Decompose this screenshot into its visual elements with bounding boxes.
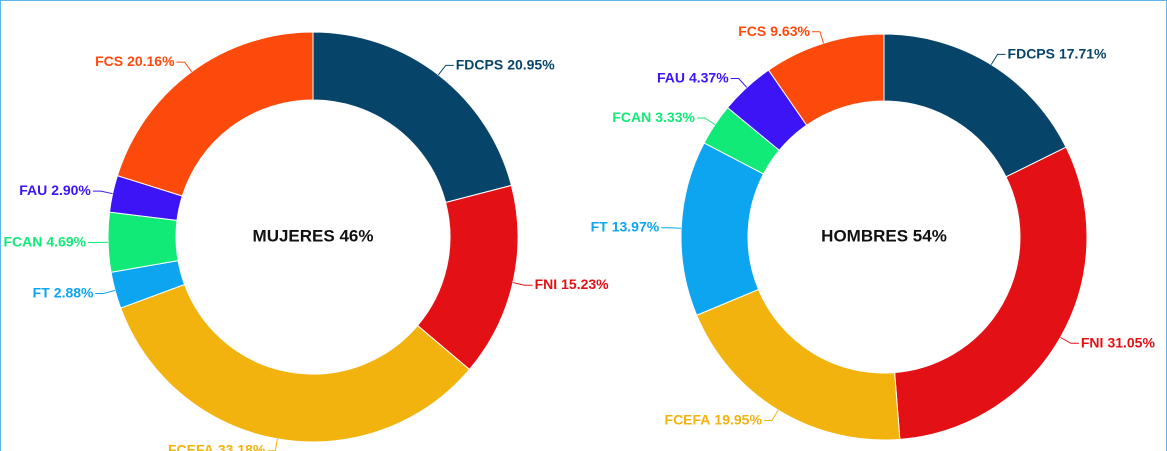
slice-label: FT 2.88% <box>33 284 94 300</box>
leader-line <box>176 61 193 73</box>
leader-line <box>92 190 113 195</box>
slice-category: FCAN <box>612 109 651 125</box>
leader-line <box>438 64 454 76</box>
slice-value: 17.71% <box>1059 45 1107 61</box>
slice-label: FNI 31.05% <box>1081 334 1156 350</box>
donut-slice <box>116 31 314 197</box>
slice-category: FDCPS <box>1008 45 1055 61</box>
slice-value: 20.95% <box>507 56 555 72</box>
slice-value: 2.90% <box>51 182 91 198</box>
slice-value: 2.88% <box>54 284 94 300</box>
slice-label: FDCPS 17.71% <box>1008 45 1107 61</box>
slice-category: FCS <box>95 53 123 69</box>
leader-line <box>512 282 533 286</box>
leader-line <box>763 409 779 421</box>
slice-value: 3.33% <box>655 109 695 125</box>
slice-category: FDCPS <box>456 56 503 72</box>
slice-label: FCS 20.16% <box>95 53 175 69</box>
leader-line <box>696 117 716 126</box>
center-label: MUJERES 46% <box>253 226 374 245</box>
slice-value: 4.37% <box>689 69 729 85</box>
slice-value: 13.97% <box>612 218 660 234</box>
center-label: HOMBRES 54% <box>821 226 947 245</box>
donut-slice <box>120 283 471 443</box>
slice-category: FCS <box>738 22 766 38</box>
slice-value: 9.63% <box>770 22 810 38</box>
slice-category: FCEFA <box>168 441 214 451</box>
slice-label: FCEFA 19.95% <box>665 411 763 427</box>
slice-label: FNI 15.23% <box>535 276 610 292</box>
slice-label: FCS 9.63% <box>738 22 810 38</box>
leader-line <box>661 227 682 229</box>
slice-category: FAU <box>657 69 685 85</box>
slice-value: 15.23% <box>561 276 609 292</box>
slice-category: FNI <box>535 276 558 292</box>
slice-category: FNI <box>1081 334 1104 350</box>
slice-label: FCAN 4.69% <box>3 233 86 249</box>
leader-line <box>267 438 278 451</box>
leader-line <box>1060 336 1079 344</box>
donut-slice <box>680 142 765 316</box>
slice-label: FDCPS 20.95% <box>456 56 555 72</box>
slice-label: FT 13.97% <box>591 218 660 234</box>
slice-label: FCEFA 33.18% <box>168 441 266 451</box>
slice-category: FCEFA <box>665 411 711 427</box>
slice-value: 20.16% <box>127 53 175 69</box>
slice-label: FAU 2.90% <box>19 182 91 198</box>
slice-value: 31.05% <box>1107 334 1155 350</box>
slice-value: 19.95% <box>714 411 762 427</box>
leader-line <box>811 31 825 44</box>
donut-slice <box>767 33 885 126</box>
leader-line <box>990 53 1006 65</box>
slice-category: FAU <box>19 182 47 198</box>
slice-label: FAU 4.37% <box>657 69 729 85</box>
slice-category: FT <box>33 284 51 300</box>
leader-line <box>730 78 748 88</box>
donut-slice <box>894 146 1088 440</box>
slice-value: 4.69% <box>46 233 86 249</box>
slice-label: FCAN 3.33% <box>612 109 695 125</box>
slice-value: 33.18% <box>218 441 266 451</box>
slice-category: FCAN <box>3 233 42 249</box>
slice-category: FT <box>591 218 609 234</box>
leader-line <box>95 289 116 295</box>
